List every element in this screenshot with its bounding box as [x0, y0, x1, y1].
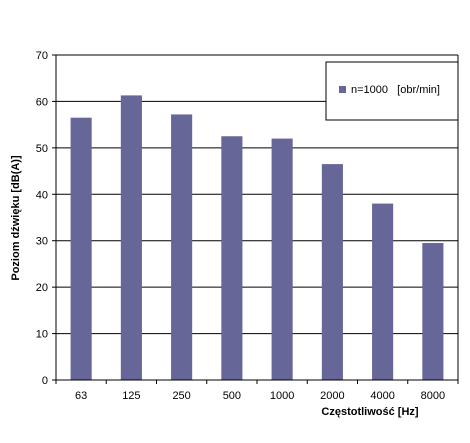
x-tick-labels: 63 125 250 500 1000 2000 4000 8000 [75, 390, 445, 402]
y-tick-label: 0 [42, 375, 48, 387]
y-tick-label: 30 [36, 236, 48, 248]
x-tick-label: 4000 [370, 390, 394, 402]
bar-8000 [422, 243, 444, 380]
bar-1000 [271, 138, 293, 380]
bar-500 [221, 136, 243, 380]
bar-125 [120, 95, 142, 381]
y-tick-label: 10 [36, 329, 48, 341]
bar-250 [171, 114, 193, 380]
legend-box [325, 61, 459, 121]
bar-4000 [372, 203, 394, 380]
x-tick-label: 1000 [270, 390, 294, 402]
x-tick-label: 500 [223, 390, 241, 402]
y-axis-title: Poziom dźwięku [dB(A)] [10, 155, 22, 281]
x-tick-label: 125 [122, 390, 140, 402]
x-tick-label: 250 [172, 390, 190, 402]
x-tick-label: 63 [75, 390, 87, 402]
y-tick-label: 50 [36, 143, 48, 155]
grid-lines [56, 100, 458, 335]
y-tick-label: 60 [36, 96, 48, 108]
y-tick-label: 70 [36, 50, 48, 62]
y-tick-labels: 0 10 20 30 40 50 60 70 [36, 50, 48, 387]
y-tick-label: 20 [36, 282, 48, 294]
x-tick-label: 2000 [320, 390, 344, 402]
bar-series [70, 95, 444, 381]
axes [52, 54, 459, 384]
bar-63 [70, 117, 92, 380]
legend-swatch [339, 86, 346, 93]
legend: n=1000 [obr/min] [325, 61, 459, 121]
x-axis-title: Częstotliwość [Hz] [321, 406, 419, 418]
y-tick-label: 40 [36, 189, 48, 201]
x-tick-label: 8000 [421, 390, 445, 402]
bar-2000 [321, 164, 343, 380]
legend-label: n=1000 [obr/min] [351, 84, 440, 96]
